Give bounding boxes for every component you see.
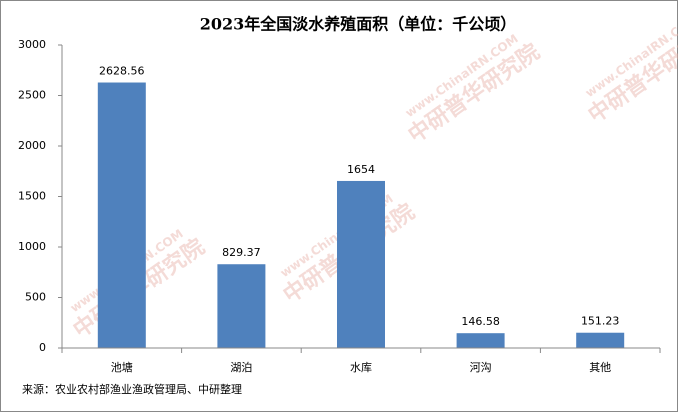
x-tick-label: 池塘 (111, 360, 133, 374)
y-tick-label: 1500 (18, 190, 46, 203)
y-tick-label: 2500 (18, 89, 46, 102)
x-tick-label: 湖泊 (230, 361, 252, 374)
y-tick-label: 0 (39, 341, 46, 354)
y-tick-label: 500 (25, 291, 46, 304)
source-note: 来源：农业农村部渔业渔政管理局、中研整理 (22, 382, 242, 396)
data-label: 829.37 (222, 246, 261, 259)
bar (456, 333, 505, 348)
data-label: 146.58 (461, 315, 500, 328)
data-label: 1654 (347, 163, 375, 176)
x-tick-label: 河沟 (470, 361, 492, 374)
x-tick-label: 水库 (350, 361, 372, 374)
y-tick-label: 2000 (18, 139, 46, 152)
bar (217, 264, 266, 348)
y-tick-label: 3000 (18, 38, 46, 51)
bar (337, 180, 385, 348)
data-label: 151.23 (581, 315, 620, 328)
bar (576, 332, 625, 348)
y-tick-label: 1000 (18, 240, 46, 253)
x-tick-label: 其他 (589, 361, 611, 374)
chart-title: 2023年全国淡水养殖面积（单位：千公顷） (200, 15, 517, 34)
data-label: 2628.56 (99, 65, 145, 78)
bar (97, 82, 146, 348)
